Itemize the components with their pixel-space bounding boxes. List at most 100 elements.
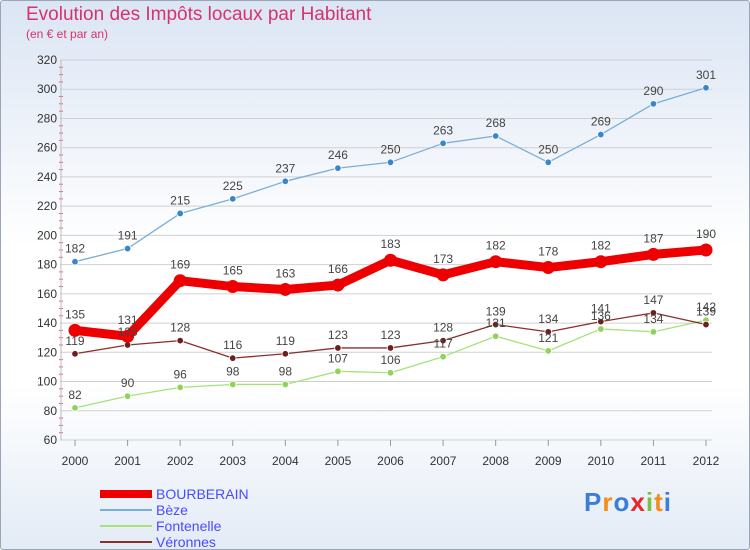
data-label: 250	[538, 142, 558, 156]
data-point	[176, 383, 184, 392]
data-point	[489, 255, 503, 269]
data-point	[71, 350, 79, 358]
data-point	[702, 84, 710, 92]
data-point	[384, 253, 397, 267]
data-label: 142	[696, 300, 716, 314]
data-label: 123	[380, 328, 400, 342]
data-point	[541, 261, 555, 275]
legend-swatch	[100, 490, 152, 498]
data-label: 131	[486, 316, 506, 330]
data-point	[597, 130, 605, 139]
data-label: 246	[328, 148, 348, 162]
y-tick-label: 200	[37, 228, 57, 242]
chart-title: Evolution des Impôts locaux par Habitant	[26, 4, 372, 25]
data-point	[649, 309, 658, 317]
data-point	[439, 336, 447, 345]
data-label: 90	[121, 376, 135, 390]
legend-item: BOURBERAIN	[100, 486, 249, 502]
y-tick-label: 120	[37, 345, 57, 359]
data-point	[176, 209, 184, 218]
y-tick-label: 100	[37, 375, 57, 389]
data-point	[71, 404, 79, 412]
data-label: 301	[696, 68, 716, 82]
logo-letter: o	[613, 487, 631, 517]
data-labels: 135 131 169 165 163 166 183 173 182 178 182 187 190 1…	[65, 68, 716, 402]
logo-letter: i	[663, 487, 672, 517]
data-point	[123, 244, 132, 253]
legend-item: Bèze	[100, 502, 249, 518]
x-tick-label: 2006	[377, 454, 404, 468]
data-point	[334, 164, 342, 172]
data-point	[544, 347, 552, 355]
data-point	[334, 344, 342, 352]
data-label: 96	[173, 367, 187, 381]
y-tick-label: 320	[37, 53, 57, 67]
x-tick-label: 2008	[482, 454, 509, 468]
data-label: 119	[65, 334, 84, 348]
logo-letter: t	[654, 487, 664, 517]
data-label: 128	[433, 321, 453, 335]
data-point	[491, 332, 500, 340]
data-label: 182	[486, 239, 506, 253]
series-layer	[68, 84, 713, 412]
data-label: 147	[643, 293, 663, 307]
y-tick-label: 140	[37, 316, 57, 330]
data-label: 225	[223, 179, 243, 193]
data-point	[649, 328, 658, 336]
legend-label: Bèze	[156, 502, 188, 518]
x-tick-label: 2001	[114, 454, 141, 468]
data-label: 237	[275, 161, 295, 175]
data-point	[544, 158, 552, 167]
data-label: 182	[591, 239, 611, 253]
data-point	[646, 247, 660, 261]
data-label: 268	[486, 116, 506, 130]
data-label: 183	[380, 237, 400, 251]
data-point	[544, 328, 552, 336]
logo-letter: r	[602, 487, 614, 517]
data-point	[436, 268, 450, 282]
y-tick-label: 240	[37, 170, 57, 184]
data-label: 139	[696, 305, 716, 319]
logo-letter: x	[630, 487, 646, 517]
data-label: 119	[276, 334, 295, 348]
x-tick-label: 2002	[167, 454, 194, 468]
data-point	[123, 392, 132, 400]
data-label: 263	[433, 123, 453, 137]
x-tick-label: 2003	[219, 454, 246, 468]
data-point	[278, 282, 292, 296]
x-tick-label: 2004	[272, 454, 299, 468]
logo-letter: P	[584, 487, 603, 517]
data-label: 139	[486, 305, 506, 319]
data-label: 178	[538, 245, 558, 259]
data-label: 121	[538, 331, 558, 345]
legend-swatch	[100, 525, 152, 527]
data-label: 169	[170, 258, 190, 272]
data-label: 123	[328, 328, 348, 342]
y-tick-label: 80	[44, 404, 58, 418]
x-tick-label: 2007	[430, 454, 457, 468]
data-label: 136	[591, 309, 611, 323]
data-point	[491, 132, 500, 140]
legend-label: Véronnes	[156, 534, 216, 550]
y-tick-label: 300	[37, 82, 57, 96]
data-point	[702, 320, 710, 329]
data-point	[281, 177, 290, 186]
data-label: 269	[591, 115, 611, 129]
data-point	[649, 100, 658, 108]
data-point	[334, 367, 342, 376]
x-tick-label: 2011	[641, 454, 667, 468]
data-label: 141	[591, 302, 611, 316]
data-point	[491, 320, 500, 329]
data-label: 182	[65, 242, 85, 256]
y-tick-label: 160	[37, 287, 57, 301]
legend-item: Fontenelle	[100, 518, 249, 534]
x-tick-label: 2012	[693, 454, 720, 468]
data-point	[597, 317, 605, 326]
data-point	[439, 352, 447, 361]
data-label: 135	[65, 307, 85, 321]
data-label: 106	[380, 353, 400, 367]
x-tick-label: 2005	[325, 454, 352, 468]
chart-subtitle: (en € et par an)	[26, 27, 109, 41]
data-label: 250	[380, 142, 400, 156]
